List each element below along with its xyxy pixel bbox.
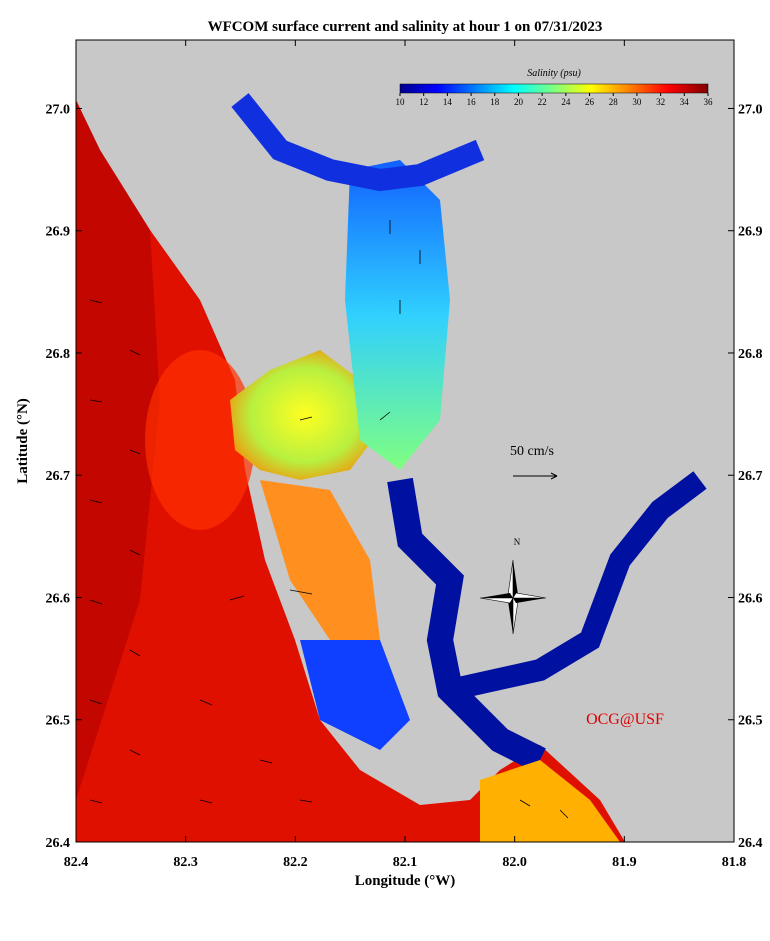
y-tick-label-right: 27.0 (738, 102, 763, 117)
title: WFCOM surface current and salinity at ho… (208, 19, 603, 35)
y-axis-label: Latitude (°N) (15, 398, 31, 484)
caloosahatchee-upper (447, 471, 707, 701)
x-tick-label: 82.4 (64, 855, 89, 870)
y-tick-label: 27.0 (46, 102, 71, 117)
y-tick-label-right: 26.8 (738, 347, 763, 362)
y-tick-label-right: 26.9 (738, 225, 763, 240)
colorbar-tick-label: 28 (609, 97, 619, 107)
colorbar-tick-label: 10 (396, 97, 406, 107)
y-tick-label: 26.4 (46, 836, 71, 851)
colorbar-tick-label: 24 (561, 97, 571, 107)
colorbar-label: Salinity (psu) (527, 68, 581, 79)
charlotte-harbor (345, 160, 450, 470)
colorbar-tick-label: 20 (514, 97, 524, 107)
colorbar-tick-label: 12 (419, 97, 428, 107)
caloosahatchee-lower (387, 477, 546, 772)
pine-island-sound (260, 480, 380, 640)
water (76, 93, 707, 842)
y-tick-label: 26.9 (46, 225, 71, 240)
colorbar-tick-label: 34 (680, 97, 690, 107)
colorbar-tick-label: 16 (467, 97, 477, 107)
gulf (76, 100, 625, 842)
x-tick-label: 82.2 (283, 855, 308, 870)
offshore (76, 100, 160, 800)
peace-river (231, 93, 485, 192)
scale-arrow-head (550, 472, 558, 480)
colorbar-tick-label: 14 (443, 97, 453, 107)
compass-label: N (514, 537, 521, 547)
colorbar-tick-label: 18 (490, 97, 500, 107)
y-tick-label-right: 26.5 (738, 714, 763, 729)
credit: OCG@USF (586, 711, 664, 728)
san-carlos-bay (300, 640, 410, 750)
x-tick-label: 81.9 (612, 855, 637, 870)
estero-bay (480, 760, 620, 842)
y-tick-label: 26.5 (46, 714, 71, 729)
x-tick-label: 81.8 (722, 855, 747, 870)
current-vectors (89, 220, 569, 819)
colorbar-tick-label: 36 (704, 97, 714, 107)
x-tick-label: 82.3 (173, 855, 198, 870)
y-tick-label: 26.8 (46, 347, 71, 362)
colorbar-tick-label: 30 (632, 97, 642, 107)
x-tick-label: 82.1 (393, 855, 418, 870)
x-tick-label: 82.0 (502, 855, 527, 870)
y-tick-label: 26.6 (46, 591, 71, 606)
scale-label: 50 cm/s (510, 444, 554, 459)
y-tick-label-right: 26.4 (738, 836, 763, 851)
colorbar-tick-label: 32 (656, 97, 665, 107)
x-axis-label: Longitude (°W) (355, 873, 456, 889)
bay (230, 350, 380, 480)
compass (479, 559, 547, 635)
y-tick-label-right: 26.6 (738, 591, 763, 606)
colorbar (399, 83, 709, 94)
colorbar-tick-label: 26 (585, 97, 595, 107)
pass-plume (145, 350, 255, 530)
colorbar-tick-label: 22 (538, 97, 547, 107)
y-tick-label-right: 26.7 (738, 469, 763, 484)
y-tick-label: 26.7 (46, 469, 71, 484)
